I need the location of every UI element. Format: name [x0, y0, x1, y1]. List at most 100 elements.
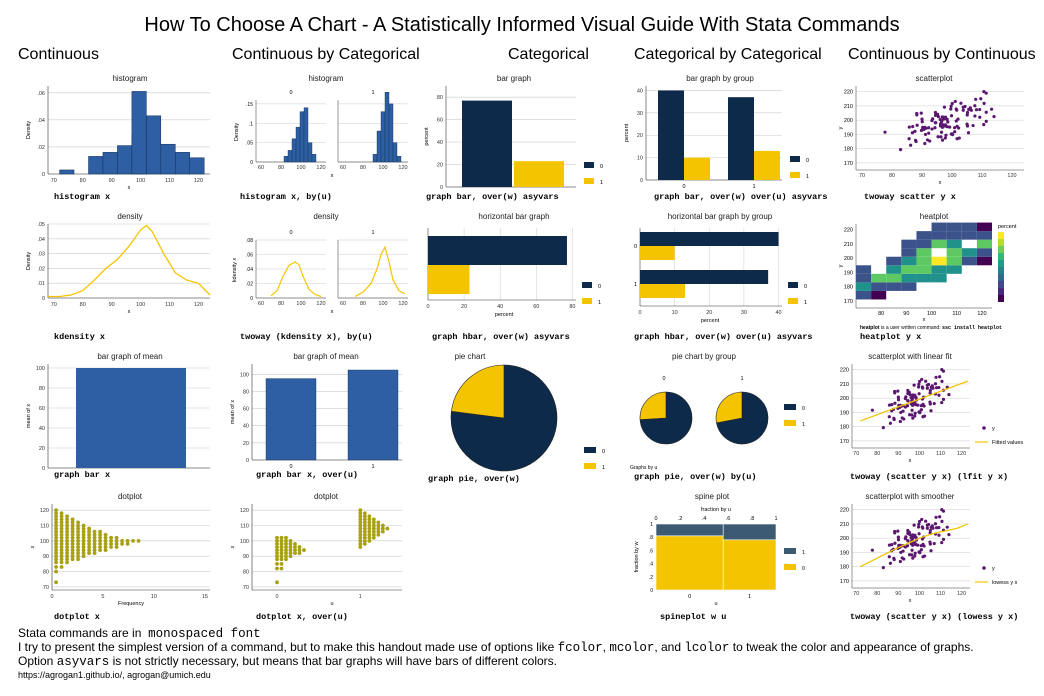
y-tick-label: .06 — [37, 91, 45, 97]
scatter-point — [887, 543, 892, 547]
hbar-command: graph hbar, over(w) asyvars — [432, 332, 570, 342]
scatter-point — [961, 108, 965, 112]
scatter-point — [940, 125, 944, 129]
dot — [81, 535, 86, 540]
x-axis-label: x — [128, 185, 131, 191]
dot — [65, 538, 69, 543]
dot — [358, 529, 363, 534]
y-tick-label: 80 — [243, 570, 249, 576]
y-tick-label: 120 — [40, 508, 49, 514]
histogram-bar — [392, 142, 398, 163]
histogram-svg: histogram 0 .02 .04 .06 Density 70 80 90 100 110 12… — [26, 74, 210, 191]
dot — [376, 523, 381, 528]
scatter-point — [922, 554, 927, 558]
scatter-point — [919, 111, 923, 115]
scatter-point — [899, 550, 903, 555]
scatter-point — [896, 389, 900, 393]
x-axis-label: x — [128, 309, 131, 315]
x-axis-label: Frequency — [118, 601, 144, 607]
x-tick-label: 120 — [194, 302, 203, 308]
dot — [54, 569, 58, 574]
histogram-bar — [146, 115, 162, 175]
x-tick-label: 100 — [947, 173, 956, 179]
y-axis-label: x — [230, 545, 236, 548]
y-tick-label: .02 — [37, 266, 45, 272]
dot — [279, 548, 284, 552]
y-tick-label: .06 — [246, 253, 253, 259]
y-tick-label: 100 — [36, 366, 45, 372]
dot — [81, 554, 86, 559]
x-tick-label: 100 — [915, 591, 924, 597]
dot — [362, 511, 367, 516]
histogram-bar — [283, 155, 289, 163]
heat-cell — [961, 256, 977, 266]
dot — [275, 535, 279, 540]
legend-swatch — [788, 298, 798, 304]
x-axis-label: x — [939, 180, 942, 186]
footer-notes: Stata commands are in monospaced font I … — [18, 627, 974, 669]
dot — [358, 538, 363, 543]
dotplot-command: dotplot x — [54, 612, 100, 622]
dot — [70, 517, 75, 522]
scatter-point — [929, 409, 933, 413]
panel-label: 1 — [740, 376, 743, 382]
histogram-bar — [189, 157, 205, 175]
scatter-point — [906, 399, 910, 403]
dot — [284, 545, 288, 549]
bar — [76, 368, 186, 468]
dot — [54, 545, 58, 549]
x-tick-label: 0 — [275, 594, 278, 600]
x-axis-label: percent — [701, 318, 720, 324]
dot — [92, 529, 97, 534]
y-axis-label: Density — [26, 121, 32, 140]
scatter-point — [925, 526, 929, 530]
y-tick-label: 180 — [840, 565, 849, 571]
heat-cell — [976, 256, 992, 266]
dot — [297, 545, 302, 549]
legend-label: 1 — [600, 180, 603, 186]
y-tick-label: 170 — [844, 299, 853, 305]
heat-cell — [976, 239, 992, 249]
dot — [380, 523, 385, 528]
spine-segment — [722, 539, 777, 591]
dot — [362, 526, 367, 531]
scatter-point — [893, 541, 897, 545]
dot — [76, 551, 80, 556]
chart-title: pie chart by group — [672, 352, 737, 361]
heatplot-command: heatplot y x — [860, 332, 922, 342]
dot — [358, 517, 363, 522]
heat-cell — [871, 273, 887, 283]
x-tick-label: 120 — [316, 301, 325, 307]
scatter-point — [913, 129, 917, 134]
legend-swatch — [784, 404, 796, 410]
scatterplot-chart: scatterplot 170 180 190 200 210 220 70 80 90 100 11… — [834, 72, 1034, 212]
heatplot-svg: heatplot 170 180 190 200 210 220 80 90 100 110 120 x… — [838, 212, 1017, 323]
top-tick-label: .8 — [750, 516, 755, 522]
x-tick-label: 60 — [258, 165, 264, 171]
x-tick-label: 60 — [340, 301, 346, 307]
dot — [136, 538, 141, 543]
dot — [367, 514, 372, 519]
dot — [76, 557, 80, 562]
y-tick-label: 190 — [840, 410, 849, 416]
dot — [92, 551, 97, 556]
scatter-point — [910, 131, 915, 135]
scatter-point — [921, 402, 925, 406]
scatter-point — [910, 397, 914, 401]
histogram-bar — [160, 143, 176, 175]
dot — [109, 538, 113, 543]
scatter-point — [920, 517, 924, 522]
dot — [54, 532, 58, 537]
bar — [428, 236, 567, 265]
x-tick-label: 10 — [672, 310, 678, 316]
dot — [65, 532, 69, 537]
dot — [59, 542, 64, 546]
scatter-point — [940, 119, 944, 123]
scatter-command: twoway scatter y x — [864, 192, 956, 202]
heat-cell — [931, 256, 947, 266]
dot — [120, 542, 124, 546]
scatter-point — [899, 410, 903, 415]
kdensity-command: kdensity x — [54, 332, 106, 342]
heat-cell — [916, 248, 932, 257]
